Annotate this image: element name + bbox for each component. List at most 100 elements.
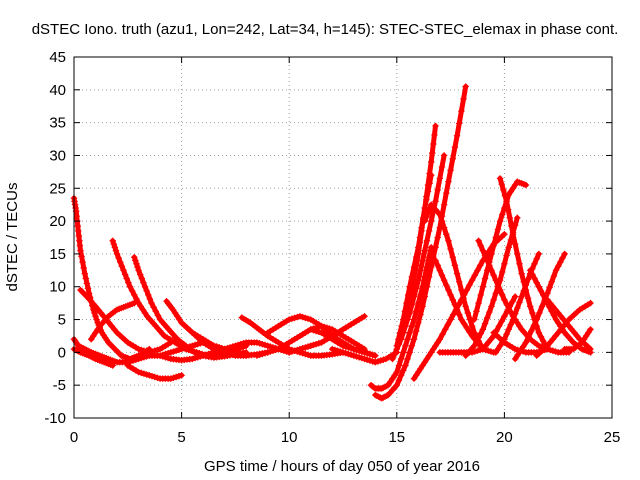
data-point [503, 331, 510, 338]
data-point [447, 316, 454, 323]
data-point [496, 286, 504, 294]
x-axis-title: GPS time / hours of day 050 of year 2016 [204, 458, 480, 475]
data-point [436, 336, 444, 343]
data-point [587, 299, 594, 307]
tick-labels: 0 5 10 15 20 25 -10 -5 0 5 10 15 20 25 30 35 40 45 [44, 49, 620, 446]
series-33 [511, 250, 568, 363]
data-point [404, 304, 412, 312]
data-point [499, 291, 506, 299]
data-point [451, 262, 459, 269]
data-point [428, 158, 435, 166]
data-point [402, 362, 409, 369]
data-point [430, 140, 437, 148]
data-point [434, 262, 441, 269]
data-point [539, 337, 547, 345]
data-point [412, 372, 420, 379]
data-point [417, 267, 424, 274]
data-point [527, 267, 534, 274]
data-point [426, 170, 433, 177]
data-point [471, 272, 479, 279]
data-point [550, 312, 558, 319]
data-point [412, 308, 420, 315]
data-point [462, 83, 469, 90]
data-point [509, 231, 517, 238]
data-point [468, 322, 476, 330]
data-point [481, 275, 489, 282]
series-16 [307, 326, 379, 359]
data-point [423, 283, 431, 290]
data-point [430, 345, 437, 353]
data-point [178, 372, 185, 379]
data-point [440, 224, 448, 231]
data-point [557, 258, 564, 266]
data-point [494, 226, 502, 233]
data-point [425, 227, 433, 235]
data-point [486, 308, 493, 316]
data-point [408, 342, 416, 349]
y-tick-label: 15 [49, 246, 66, 263]
data-point [395, 336, 402, 343]
data-point [443, 189, 450, 197]
series-30 [496, 175, 551, 353]
data-point [496, 217, 504, 225]
data-point [438, 163, 446, 171]
data-point [565, 322, 573, 330]
data-point [475, 334, 482, 341]
y-tick-label: 40 [49, 82, 66, 99]
data-point [535, 250, 543, 258]
data-point [436, 175, 444, 182]
data-point [529, 271, 536, 278]
y-tick-label: 10 [49, 279, 66, 296]
data-point [447, 245, 454, 253]
data-point [425, 352, 433, 359]
data-point [410, 336, 418, 343]
data-point [458, 316, 465, 323]
data-point [410, 316, 418, 323]
data-point [140, 279, 147, 286]
data-point [109, 237, 116, 244]
data-point [453, 306, 461, 313]
data-point [112, 247, 120, 254]
data-point [406, 329, 413, 336]
data-point [404, 355, 411, 363]
data-point [111, 326, 118, 333]
data-point [479, 345, 487, 353]
data-point [475, 299, 482, 307]
data-point [440, 276, 448, 284]
data-point [440, 201, 448, 208]
data-point [421, 217, 428, 225]
series-5 [88, 299, 138, 343]
data-point [552, 306, 559, 313]
data-point [571, 329, 578, 336]
data-point [439, 331, 446, 338]
data-point [511, 181, 519, 189]
data-point [560, 322, 567, 330]
data-point [150, 304, 157, 311]
data-point [443, 281, 450, 289]
data-point [479, 326, 487, 333]
data-point [552, 332, 559, 340]
data-point [477, 291, 484, 299]
data-point [400, 329, 407, 336]
data-point [148, 299, 155, 307]
data-point [504, 206, 512, 213]
data-point [137, 303, 144, 310]
data-point [92, 329, 99, 336]
data-point [97, 309, 105, 317]
data-point [507, 308, 515, 316]
data-point [508, 222, 515, 230]
data-point [397, 355, 405, 363]
data-point [573, 332, 581, 340]
data-point [514, 250, 521, 258]
series-19 [372, 83, 469, 402]
data-point [494, 281, 502, 289]
data-point [410, 273, 418, 281]
data-point [530, 322, 538, 329]
data-point [421, 293, 428, 300]
data-point [548, 278, 555, 286]
data-point [460, 320, 468, 327]
data-point [400, 367, 407, 374]
data-point [95, 306, 102, 313]
data-point [544, 296, 551, 304]
data-point [563, 319, 570, 327]
